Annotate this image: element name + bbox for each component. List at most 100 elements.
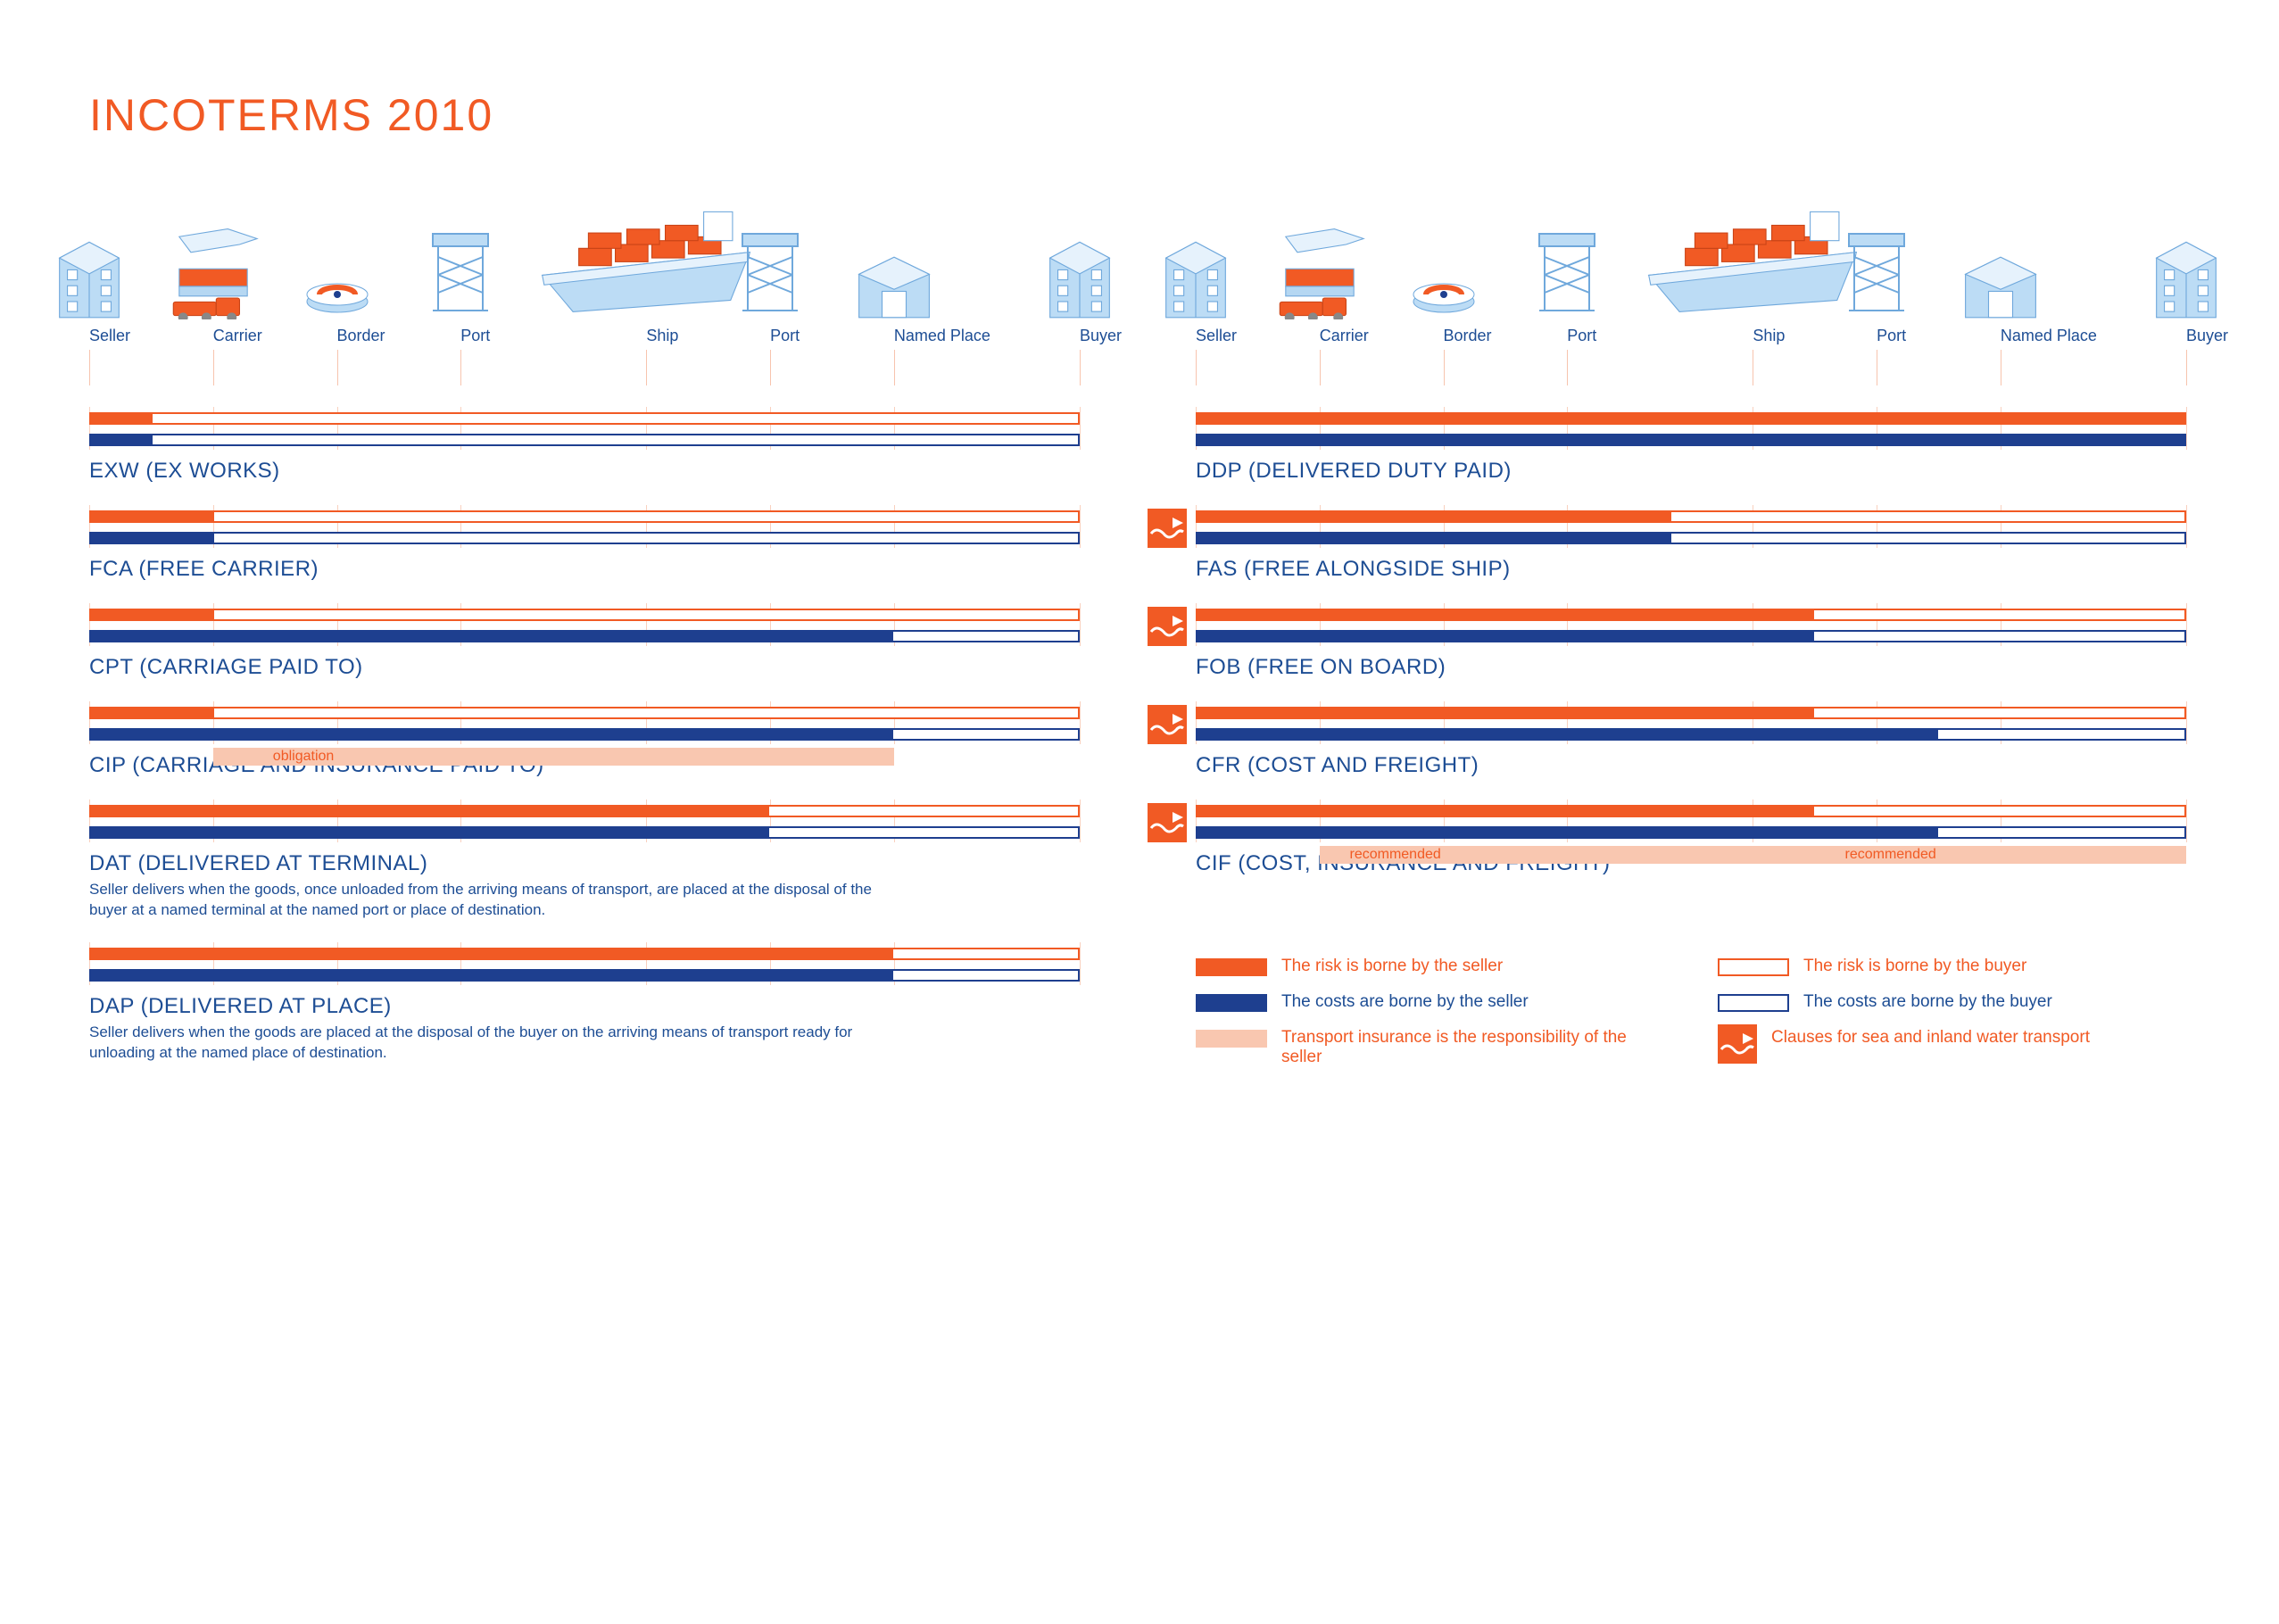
risk-track <box>1196 412 2186 425</box>
stage-icon-buyer <box>1040 230 1120 319</box>
cost-track <box>1196 532 2186 544</box>
stage-label-border: Border <box>1444 327 1492 345</box>
row-tick <box>1080 800 1081 842</box>
bars <box>89 609 1080 642</box>
stage-label-port_in: Port <box>770 327 800 345</box>
stage-label-port_out: Port <box>460 327 490 345</box>
term-label-DDP: DDP (DELIVERED DUTY PAID) <box>1196 459 2186 484</box>
cost-track <box>89 532 1080 544</box>
grid-line <box>1080 350 1081 385</box>
swatch-cost-seller <box>1196 994 1267 1012</box>
header-grid <box>89 350 1080 385</box>
stage-label-ship: Ship <box>646 327 678 345</box>
term-row-EXW: EXW (EX WORKS) <box>89 412 1080 484</box>
risk-track <box>1196 805 2186 817</box>
bars <box>1196 412 2186 446</box>
row-tick <box>2186 407 2187 450</box>
stage-icon-buyer <box>2146 230 2226 319</box>
term-row-DAP: DAP (DELIVERED AT PLACE)Seller delivers … <box>89 948 1080 1064</box>
stage-label-buyer: Buyer <box>2186 327 2228 345</box>
term-row-CFR: CFR (COST AND FREIGHT) <box>1196 707 2186 778</box>
term-row-FOB: FOB (FREE ON BOARD) <box>1196 609 2186 680</box>
risk-fill <box>91 807 769 816</box>
risk-fill <box>1198 807 1814 816</box>
grid-line <box>1444 350 1445 385</box>
stage-icon-named_place <box>854 239 934 319</box>
stage-label-buyer: Buyer <box>1080 327 1122 345</box>
grid-line <box>770 350 771 385</box>
columns: SellerCarrierBorderPortShipPortNamed Pla… <box>89 177 2190 1067</box>
cost-track <box>89 630 1080 642</box>
stage-icon-carrier <box>1266 212 1373 319</box>
grid-line <box>89 350 90 385</box>
risk-fill <box>91 414 153 423</box>
grid-line <box>1196 350 1197 385</box>
legend-label: The costs are borne by the seller <box>1281 992 1529 1012</box>
risk-track <box>1196 609 2186 621</box>
term-row-CIP: obligation CIP (CARRIAGE AND INSURANCE P… <box>89 707 1080 778</box>
stage-label-carrier: Carrier <box>213 327 262 345</box>
bars: recommendedrecommended <box>1196 805 2186 839</box>
risk-fill <box>1198 708 1814 717</box>
stage-label-ship: Ship <box>1753 327 1785 345</box>
risk-track <box>89 948 1080 960</box>
legend-sea: Clauses for sea and inland water transpo… <box>1718 1028 2186 1067</box>
stage-label-border: Border <box>337 327 385 345</box>
stage-icon-seller <box>49 230 129 319</box>
cost-fill <box>91 534 214 543</box>
risk-track <box>89 412 1080 425</box>
terms-right: DDP (DELIVERED DUTY PAID) FAS (FREE ALON… <box>1196 412 2186 876</box>
stage-icon-border <box>302 248 373 319</box>
row-tick <box>1080 505 1081 548</box>
stage-icon-seller <box>1156 230 1236 319</box>
insurance-label: obligation <box>268 748 340 766</box>
term-label-FAS: FAS (FREE ALONGSIDE SHIP) <box>1196 557 2186 582</box>
stage-labels: SellerCarrierBorderPortShipPortNamed Pla… <box>89 327 1080 350</box>
row-tick <box>2186 701 2187 744</box>
column-right: SellerCarrierBorderPortShipPortNamed Pla… <box>1196 177 2186 1067</box>
term-row-CIF: recommendedrecommended CIF (COST, INSURA… <box>1196 805 2186 876</box>
stage-label-seller: Seller <box>1196 327 1237 345</box>
stage-icon-border <box>1408 248 1479 319</box>
legend-label: The risk is borne by the seller <box>1281 957 1503 976</box>
stage-labels: SellerCarrierBorderPortShipPortNamed Pla… <box>1196 327 2186 350</box>
legend: The risk is borne by the seller The risk… <box>1196 957 2186 1067</box>
stage-icon-carrier <box>160 212 267 319</box>
stage-label-carrier: Carrier <box>1320 327 1369 345</box>
legend-label: Transport insurance is the responsibilit… <box>1281 1028 1664 1067</box>
grid-line <box>1320 350 1321 385</box>
sea-badge <box>1148 803 1187 842</box>
risk-track <box>1196 510 2186 523</box>
cost-track <box>1196 630 2186 642</box>
risk-fill <box>91 610 214 619</box>
row-tick <box>2186 800 2187 842</box>
risk-fill <box>91 512 214 521</box>
cost-track <box>89 434 1080 446</box>
stage-label-port_in: Port <box>1877 327 1906 345</box>
cost-track <box>1196 728 2186 741</box>
stage-icon-ship <box>1637 195 1869 319</box>
grid-line <box>460 350 461 385</box>
sea-badge <box>1148 509 1187 548</box>
row-tick <box>1080 407 1081 450</box>
terms-left: EXW (EX WORKS) FCA (FREE CARRIER) <box>89 412 1080 1064</box>
risk-track <box>1196 707 2186 719</box>
legend-label: Clauses for sea and inland water transpo… <box>1771 1028 2090 1048</box>
cost-fill <box>1198 828 1938 837</box>
cost-fill <box>1198 435 2184 444</box>
stage-icon-named_place <box>1960 239 2041 319</box>
swatch-cost-buyer <box>1718 994 1789 1012</box>
cost-fill <box>91 828 769 837</box>
swatch-risk-buyer <box>1718 958 1789 976</box>
bars <box>89 805 1080 839</box>
swatch-sea <box>1718 1024 1757 1064</box>
cost-fill <box>91 971 893 980</box>
term-desc-DAP: Seller delivers when the goods are place… <box>89 1023 874 1064</box>
term-label-CPT: CPT (CARRIAGE PAID TO) <box>89 655 1080 680</box>
bars <box>1196 707 2186 741</box>
grid-line <box>1567 350 1568 385</box>
grid-line <box>213 350 214 385</box>
cost-fill <box>91 435 153 444</box>
row-tick <box>1080 603 1081 646</box>
term-label-DAT: DAT (DELIVERED AT TERMINAL) <box>89 851 1080 876</box>
